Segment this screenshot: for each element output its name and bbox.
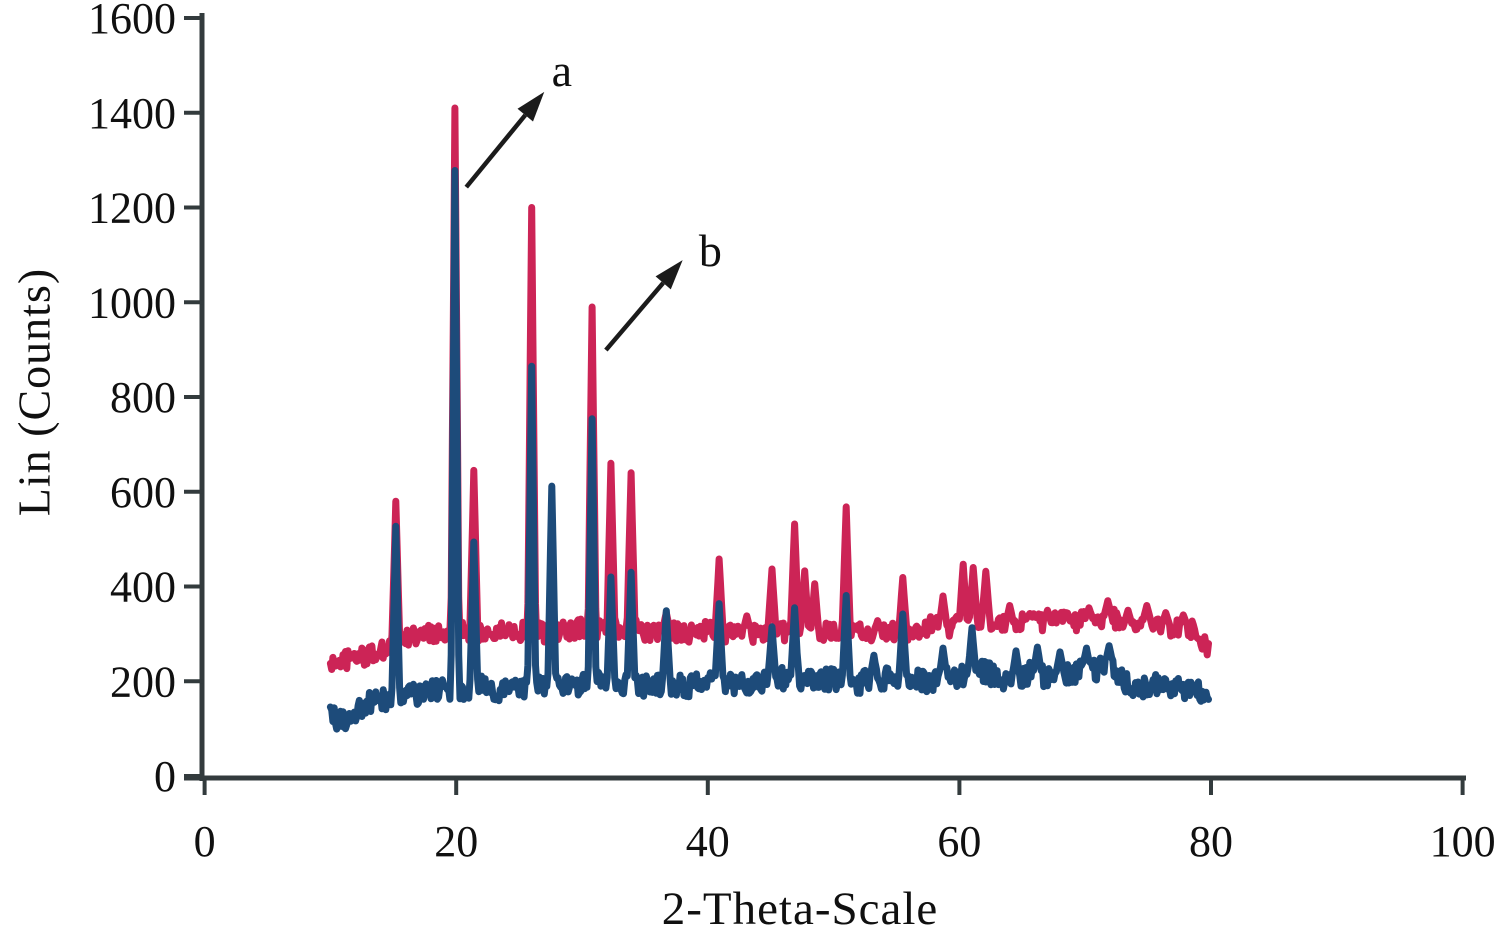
x-tick-label: 40 [686, 817, 730, 866]
x-tick-label: 100 [1430, 817, 1496, 866]
y-tick-label: 800 [110, 373, 176, 422]
series-a-line [326, 167, 1212, 733]
x-axis-title: 2-Theta-Scale [661, 883, 939, 931]
annotation-label-b: b [699, 225, 722, 276]
annotation-arrow-line-a [464, 113, 527, 189]
series-b-line [326, 104, 1212, 673]
y-tick-label: 1200 [88, 184, 176, 233]
x-tick-label: 60 [937, 817, 981, 866]
y-tick-label: 0 [154, 752, 176, 801]
annotation-label-a: a [552, 45, 572, 96]
annotation-arrow-line-b [604, 281, 665, 352]
x-tick-label: 80 [1189, 817, 1233, 866]
annotation-arrowhead-a [517, 91, 545, 122]
y-tick-label: 1400 [88, 89, 176, 138]
y-tick-label: 1600 [88, 0, 176, 43]
y-tick-label: 400 [110, 563, 176, 612]
annotation-arrowhead-b [655, 260, 683, 290]
axes-layer: 0 20 40 60 80 1000200400600800100012001400160… [88, 0, 1496, 866]
annotation-layer: ab [464, 45, 722, 352]
y-tick-label: 600 [110, 468, 176, 517]
series-layer [326, 104, 1212, 733]
x-tick-label: 20 [434, 817, 478, 866]
y-tick-label: 200 [110, 657, 176, 706]
y-axis-title: Lin (Counts) [8, 267, 60, 517]
x-tick-label: 0 [194, 817, 216, 866]
y-tick-label: 1000 [88, 278, 176, 327]
